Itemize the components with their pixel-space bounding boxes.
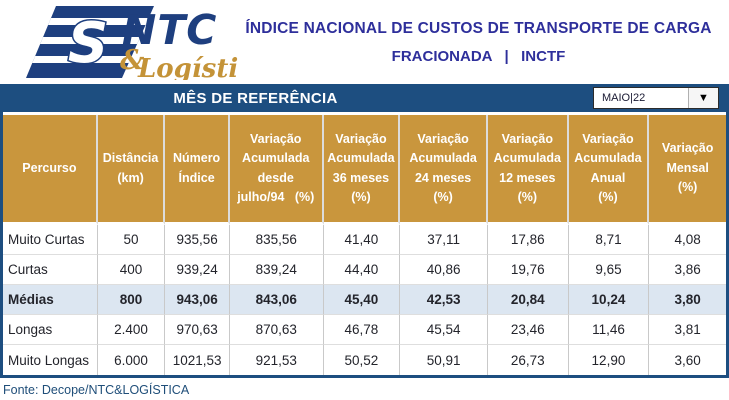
value-cell: 970,63	[165, 315, 230, 345]
logo-graphic: S NTC & Logística	[26, 5, 271, 84]
value-cell: 3,86	[649, 255, 726, 285]
month-dropdown[interactable]: MAIO|22 ▼	[593, 87, 719, 109]
col-header-distancia: Distância (km)	[97, 115, 166, 225]
document-title: ÍNDICE NACIONAL DE CUSTOS DE TRANSPORTE …	[238, 20, 729, 65]
col-header-acum-julho94: Variação Acumulada desde julho/94 (%)	[229, 115, 324, 225]
logo-brand-text: NTC	[122, 6, 217, 54]
value-cell: 8,71	[568, 225, 650, 255]
row-label-cell: Muito Longas	[3, 345, 98, 375]
value-cell: 3,60	[649, 345, 726, 375]
table-header-row: Percurso Distância (km) Número Índice Va…	[3, 115, 726, 225]
value-cell: 45,40	[323, 285, 401, 315]
value-cell: 50,52	[323, 345, 401, 375]
table-row-muito-curtas: Muito Curtas 50 935,56 835,56 41,40 37,1…	[3, 225, 726, 255]
value-cell: 843,06	[229, 285, 324, 315]
value-cell: 40,86	[400, 255, 488, 285]
col-header-mensal: Variação Mensal (%)	[649, 115, 726, 225]
logo-s-emblem: S	[68, 11, 108, 76]
value-cell: 6.000	[97, 345, 166, 375]
month-dropdown-value: MAIO|22	[602, 92, 646, 104]
value-cell: 3,81	[649, 315, 726, 345]
value-cell: 45,54	[400, 315, 488, 345]
col-header-percurso: Percurso	[3, 115, 98, 225]
value-cell: 50	[97, 225, 166, 255]
ntc-logistica-logo: S NTC & Logística	[0, 0, 271, 85]
value-cell: 9,65	[568, 255, 650, 285]
title-line-2: FRACIONADA | INCTF	[391, 47, 566, 65]
value-cell: 20,84	[487, 285, 569, 315]
row-label-cell: Médias	[3, 285, 98, 315]
value-cell: 939,24	[165, 255, 230, 285]
row-label-cell: Curtas	[3, 255, 98, 285]
table-row-medias: Médias 800 943,06 843,06 45,40 42,53 20,…	[3, 285, 726, 315]
source-note: Fonte: Decope/NTC&LOGÍSTICA	[0, 380, 729, 400]
logo-logistica-text: Logística	[137, 54, 238, 80]
value-cell: 42,53	[400, 285, 488, 315]
col-header-numero-indice: Número Índice	[165, 115, 230, 225]
value-cell: 935,56	[165, 225, 230, 255]
table-row-curtas: Curtas 400 939,24 839,24 44,40 40,86 19,…	[3, 255, 726, 285]
value-cell: 12,90	[568, 345, 650, 375]
value-cell: 11,46	[568, 315, 650, 345]
reference-month-bar: MÊS DE REFERÊNCIA MAIO|22 ▼	[3, 84, 726, 112]
row-label-cell: Muito Curtas	[3, 225, 98, 255]
value-cell: 400	[97, 255, 166, 285]
table-row-muito-longas: Muito Longas 6.000 1021,53 921,53 50,52 …	[3, 345, 726, 375]
table-row-longas: Longas 2.400 970,63 870,63 46,78 45,54 2…	[3, 315, 726, 345]
value-cell: 23,46	[487, 315, 569, 345]
value-cell: 3,80	[649, 285, 726, 315]
value-cell: 19,76	[487, 255, 569, 285]
month-dropdown-button[interactable]: ▼	[688, 88, 718, 108]
value-cell: 870,63	[229, 315, 324, 345]
source-text: Fonte: Decope/NTC&LOGÍSTICA	[3, 383, 190, 397]
value-cell: 2.400	[97, 315, 166, 345]
value-cell: 17,86	[487, 225, 569, 255]
inctf-table-frame: MÊS DE REFERÊNCIA MAIO|22 ▼ Percurso Dis…	[0, 84, 729, 378]
value-cell: 4,08	[649, 225, 726, 255]
page-header: S NTC & Logística ÍNDICE NACIONAL DE CUS…	[0, 0, 729, 84]
col-header-acum-12m: Variação Acumulada 12 meses (%)	[487, 115, 569, 225]
value-cell: 10,24	[568, 285, 650, 315]
logo-ampersand: &	[120, 45, 145, 76]
col-header-acum-36m: Variação Acumulada 36 meses (%)	[323, 115, 401, 225]
value-cell: 943,06	[165, 285, 230, 315]
reference-month-label: MÊS DE REFERÊNCIA	[173, 89, 338, 107]
value-cell: 26,73	[487, 345, 569, 375]
inctf-data-table: Percurso Distância (km) Número Índice Va…	[3, 115, 726, 375]
col-header-acum-anual: Variação Acumulada Anual (%)	[568, 115, 650, 225]
value-cell: 839,24	[229, 255, 324, 285]
value-cell: 41,40	[323, 225, 401, 255]
value-cell: 50,91	[400, 345, 488, 375]
col-header-acum-24m: Variação Acumulada 24 meses (%)	[400, 115, 488, 225]
value-cell: 835,56	[229, 225, 324, 255]
value-cell: 921,53	[229, 345, 324, 375]
header-gap-line	[3, 112, 726, 115]
row-label-cell: Longas	[3, 315, 98, 345]
value-cell: 46,78	[323, 315, 401, 345]
value-cell: 1021,53	[165, 345, 230, 375]
dropdown-arrow-icon: ▼	[698, 92, 709, 104]
value-cell: 800	[97, 285, 166, 315]
title-line-1: ÍNDICE NACIONAL DE CUSTOS DE TRANSPORTE …	[245, 19, 712, 37]
value-cell: 37,11	[400, 225, 488, 255]
value-cell: 44,40	[323, 255, 401, 285]
